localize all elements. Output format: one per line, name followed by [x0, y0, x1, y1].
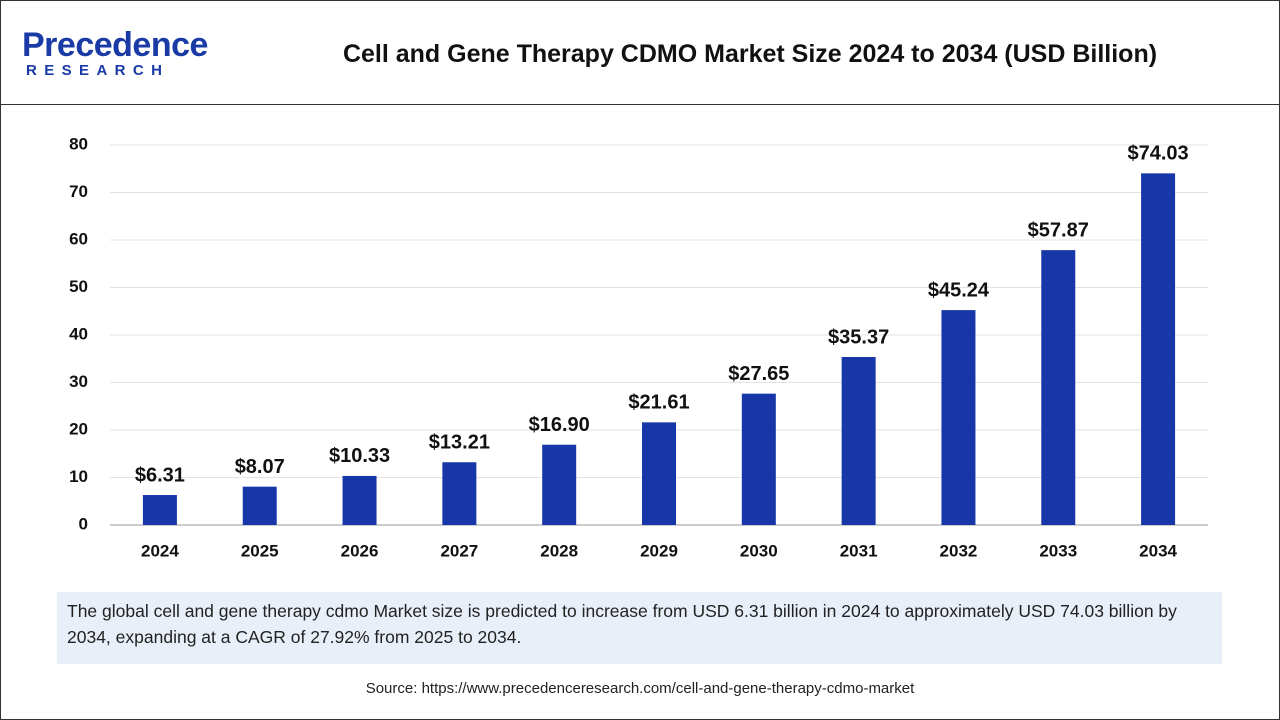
bar [741, 393, 776, 525]
bar [542, 444, 577, 525]
value-label: $35.37 [828, 326, 889, 348]
x-tick-label: 2025 [241, 541, 279, 560]
y-tick-label: 20 [69, 419, 88, 438]
bar [642, 422, 676, 525]
x-tick-label: 2029 [640, 541, 678, 560]
bar [941, 310, 976, 525]
y-tick-label: 70 [69, 182, 88, 201]
value-label: $16.90 [529, 414, 590, 436]
source: Source: https://www.precedenceresearch.c… [365, 680, 915, 697]
logo-name: Precedence [22, 26, 208, 64]
bar [1041, 250, 1076, 525]
value-label: $74.03 [1128, 143, 1189, 165]
x-tick-label: 2030 [740, 541, 778, 560]
x-tick-label: 2027 [440, 541, 478, 560]
value-label: $8.07 [235, 456, 285, 478]
header-divider [0, 104, 1280, 105]
y-tick-label: 0 [79, 514, 88, 533]
y-tick-label: 10 [69, 467, 88, 486]
value-label: $21.61 [628, 392, 689, 414]
y-tick-label: 50 [69, 277, 88, 296]
value-label: $13.21 [429, 432, 490, 454]
y-tick-label: 30 [69, 372, 88, 391]
value-label: $6.31 [135, 464, 185, 486]
value-label: $27.65 [728, 363, 789, 385]
bar [342, 475, 377, 525]
bar [242, 486, 277, 525]
x-tick-label: 2031 [840, 541, 878, 560]
x-tick-label: 2032 [940, 541, 978, 560]
logo-sub: RESEARCH [26, 62, 170, 79]
bar [1141, 173, 1176, 526]
x-tick-label: 2033 [1039, 541, 1077, 560]
x-tick-label: 2034 [1139, 541, 1177, 560]
y-tick-label: 80 [69, 134, 88, 153]
chart-title: Cell and Gene Therapy CDMO Market Size 2… [342, 40, 1158, 68]
x-tick-label: 2026 [341, 541, 379, 560]
description: The global cell and gene therapy cdmo Ma… [57, 592, 1222, 664]
y-tick-label: 60 [69, 229, 88, 248]
x-tick-label: 2024 [141, 541, 179, 560]
bar [142, 495, 177, 525]
x-tick-label: 2028 [540, 541, 578, 560]
bar [841, 356, 876, 525]
bar [442, 462, 477, 525]
value-label: $57.87 [1028, 219, 1089, 241]
y-tick-label: 40 [69, 324, 88, 343]
chart: 010203040506070802024$6.312025$8.072026$… [69, 134, 1208, 560]
value-label: $45.24 [928, 279, 990, 301]
value-label: $10.33 [329, 445, 390, 467]
